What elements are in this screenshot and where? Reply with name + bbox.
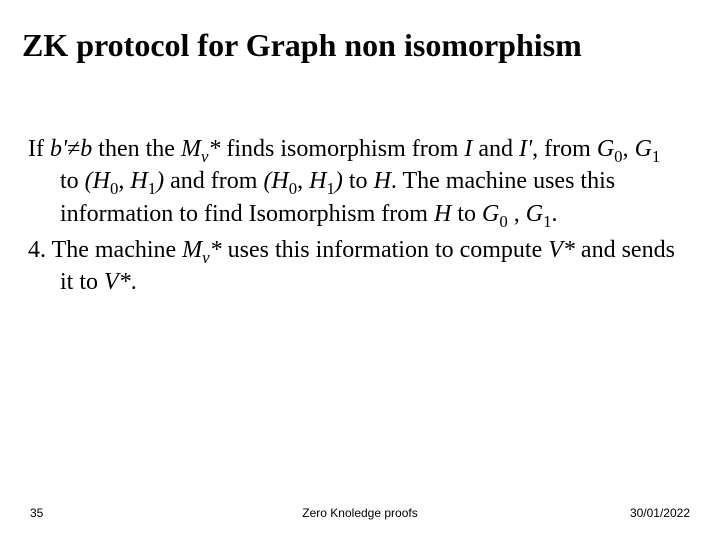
slide-title: ZK protocol for Graph non isomorphism — [22, 28, 698, 63]
footer-date: 30/01/2022 — [630, 506, 690, 520]
slide-footer: 35 Zero Knoledge proofs 30/01/2022 — [30, 506, 690, 520]
footer-page-number: 35 — [30, 506, 43, 520]
slide-body: If b'≠b then the Mv* finds isomorphism f… — [28, 135, 680, 301]
footer-center-text: Zero Knoledge proofs — [30, 506, 690, 520]
slide: ZK protocol for Graph non isomorphism If… — [0, 0, 720, 540]
paragraph-2: 4. The machine Mv* uses this information… — [28, 236, 680, 298]
paragraph-1: If b'≠b then the Mv* finds isomorphism f… — [28, 135, 680, 232]
